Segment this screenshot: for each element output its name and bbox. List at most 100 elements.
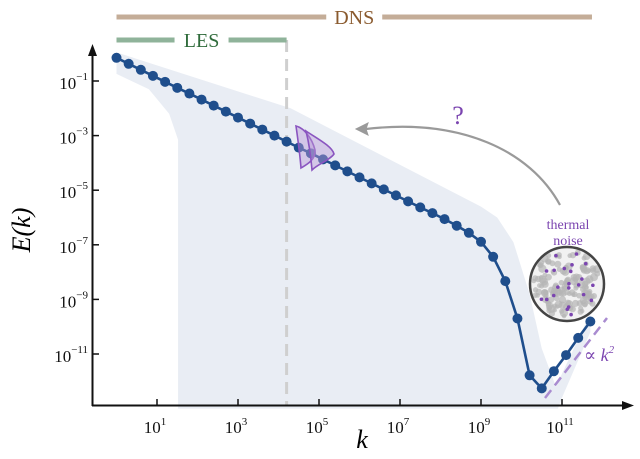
data-point [463, 227, 474, 238]
x-axis-arrow-icon [622, 401, 634, 410]
noise-particle-highlight [556, 285, 560, 289]
les-label: LES [184, 30, 220, 52]
data-point [172, 82, 183, 93]
data-point [512, 313, 523, 324]
noise-particle [559, 291, 565, 297]
data-point [585, 316, 596, 327]
dns-label: DNS [334, 7, 374, 29]
data-point [573, 332, 584, 343]
noise-particle-highlight [589, 298, 594, 303]
thermal-noise-label-line1: thermal [547, 218, 590, 233]
noise-particle-highlight [551, 293, 556, 298]
uncertainty-band [116, 52, 591, 409]
data-point [281, 136, 292, 147]
thermal-noise-label-line2: noise [553, 234, 583, 249]
noise-particle [590, 273, 598, 282]
thermal-noise-circle-icon [528, 245, 606, 323]
x-tick-label: 105 [306, 416, 329, 437]
data-point [536, 383, 547, 394]
noise-particle [582, 290, 592, 299]
noise-particle [567, 253, 573, 259]
noise-particle [579, 264, 585, 270]
y-axis-label: E(k) [7, 208, 36, 254]
x-tick-label: 107 [387, 416, 410, 437]
noise-particle-highlight [544, 297, 549, 302]
data-point [476, 236, 486, 247]
noise-particle [537, 262, 543, 268]
noise-particle [552, 307, 557, 313]
data-point [123, 58, 134, 69]
y-tick-label: 10−9 [59, 289, 88, 311]
noise-particle [586, 268, 592, 273]
noise-particle-highlight [567, 281, 571, 286]
noise-particle-highlight [570, 263, 574, 267]
data-point [147, 70, 158, 81]
y-tick-label: 10−7 [59, 235, 88, 257]
data-point [342, 166, 353, 177]
x-tick-label: 103 [225, 416, 248, 437]
arrowhead-icon [354, 122, 369, 136]
x-axis-label: k [356, 425, 368, 454]
noise-particle [591, 293, 598, 300]
curved-arrow [365, 125, 561, 206]
y-tick-label: 10−5 [59, 180, 88, 202]
data-point [269, 130, 280, 141]
noise-particle-highlight [554, 253, 558, 258]
data-point [354, 172, 365, 183]
noise-particle [535, 293, 540, 298]
y-tick-label: 10−3 [59, 126, 88, 148]
noise-particle-highlight [576, 283, 581, 287]
series-line [115, 56, 592, 391]
noise-particle-highlight [565, 307, 570, 312]
data-point [427, 208, 438, 219]
data-point [318, 154, 329, 165]
data-point [415, 202, 426, 213]
noise-particle-highlight [580, 277, 584, 281]
data-point [439, 214, 450, 225]
noise-particle-highlight [566, 286, 571, 290]
data-point [378, 184, 389, 195]
y-tick-label: 10−1 [59, 71, 88, 93]
data-point [135, 64, 146, 75]
noise-particle [545, 302, 554, 310]
power-law-label: ∝ k2 [584, 344, 615, 365]
data-point [111, 52, 122, 63]
noise-particle [561, 313, 567, 319]
data-point [257, 124, 268, 135]
noise-particle [564, 276, 572, 283]
data-point [403, 196, 414, 207]
noise-particle [531, 278, 537, 284]
noise-particle-highlight [581, 292, 586, 297]
data-point [500, 276, 511, 287]
noise-particle [537, 283, 542, 288]
noise-particle-highlight [544, 269, 549, 273]
noise-particle [541, 289, 548, 296]
noise-particle [582, 280, 589, 288]
noise-particle [554, 300, 563, 309]
y-axis-arrow-icon [88, 44, 97, 56]
noise-particle [558, 279, 565, 286]
data-point [245, 118, 256, 129]
noise-particle [540, 277, 549, 286]
data-point [160, 76, 171, 87]
data-point [390, 190, 401, 201]
noise-particle-highlight [591, 283, 595, 288]
noise-particle-highlight [562, 266, 567, 271]
data-point [208, 100, 219, 111]
noise-particle [590, 267, 597, 274]
data-point [184, 88, 195, 99]
power-law-dashed-line [544, 317, 608, 399]
noise-particle-highlight [552, 268, 556, 273]
noise-circle-border [528, 245, 606, 323]
noise-particle [546, 253, 552, 259]
data-point [451, 220, 462, 231]
data-point [233, 112, 243, 123]
noise-particle [576, 300, 583, 307]
noise-particle [573, 285, 579, 291]
y-tick-label: 10−11 [54, 344, 88, 366]
data-point [366, 178, 377, 189]
noise-particle-highlight [568, 269, 573, 274]
noise-particle [580, 299, 589, 307]
noise-particle-highlight [574, 252, 579, 256]
data-point [524, 370, 535, 381]
